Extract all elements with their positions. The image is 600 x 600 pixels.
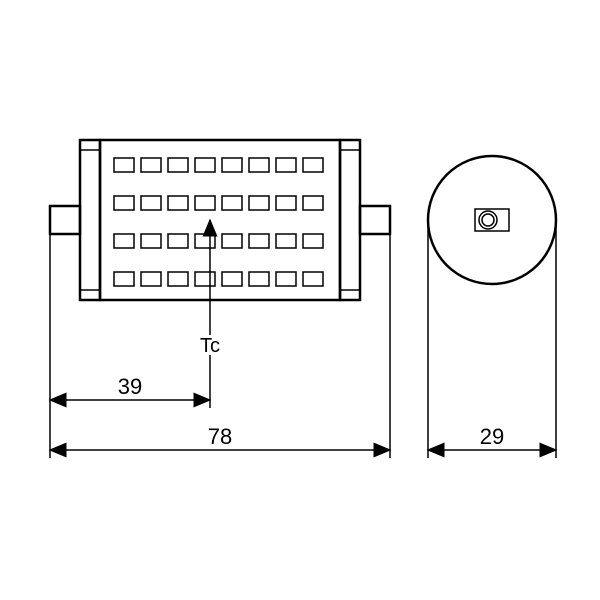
led-cell bbox=[141, 234, 161, 248]
right-cap bbox=[340, 140, 360, 300]
led-cell bbox=[249, 196, 269, 210]
dim-39-value: 39 bbox=[118, 374, 142, 399]
end-inner-circle-2 bbox=[482, 214, 494, 226]
led-cell bbox=[303, 196, 323, 210]
led-cell bbox=[141, 272, 161, 286]
led-cell bbox=[168, 158, 188, 172]
led-cell bbox=[249, 272, 269, 286]
led-cell bbox=[195, 234, 215, 248]
end-view bbox=[428, 156, 556, 284]
led-cell bbox=[195, 158, 215, 172]
side-view: Tc bbox=[50, 140, 390, 357]
led-cell bbox=[141, 196, 161, 210]
dim-29-value: 29 bbox=[480, 424, 504, 449]
dimension-39: 39 bbox=[50, 234, 210, 408]
led-cell bbox=[168, 196, 188, 210]
led-cell bbox=[276, 234, 296, 248]
led-cell bbox=[249, 158, 269, 172]
led-cell bbox=[276, 196, 296, 210]
technical-drawing: Tc 39 78 29 bbox=[0, 0, 600, 600]
led-cell bbox=[114, 234, 134, 248]
led-cell bbox=[114, 272, 134, 286]
led-cell bbox=[249, 234, 269, 248]
right-pin bbox=[360, 206, 390, 234]
left-pin bbox=[50, 206, 80, 234]
led-cell bbox=[276, 158, 296, 172]
end-circle bbox=[428, 156, 556, 284]
dimension-29: 29 bbox=[428, 220, 556, 458]
led-cell bbox=[303, 272, 323, 286]
led-cell bbox=[303, 158, 323, 172]
led-cell bbox=[114, 158, 134, 172]
led-cell bbox=[195, 272, 215, 286]
tc-label: Tc bbox=[200, 335, 220, 357]
led-cell bbox=[222, 158, 242, 172]
dim-78-value: 78 bbox=[208, 424, 232, 449]
body bbox=[100, 140, 340, 300]
led-cell bbox=[276, 272, 296, 286]
led-cell bbox=[303, 234, 323, 248]
left-cap bbox=[80, 140, 100, 300]
led-cell bbox=[168, 234, 188, 248]
led-cell bbox=[222, 196, 242, 210]
led-cell bbox=[141, 158, 161, 172]
led-cell bbox=[222, 272, 242, 286]
led-cell bbox=[114, 196, 134, 210]
led-cell bbox=[195, 196, 215, 210]
led-grid bbox=[114, 158, 323, 286]
led-cell bbox=[222, 234, 242, 248]
led-cell bbox=[168, 272, 188, 286]
